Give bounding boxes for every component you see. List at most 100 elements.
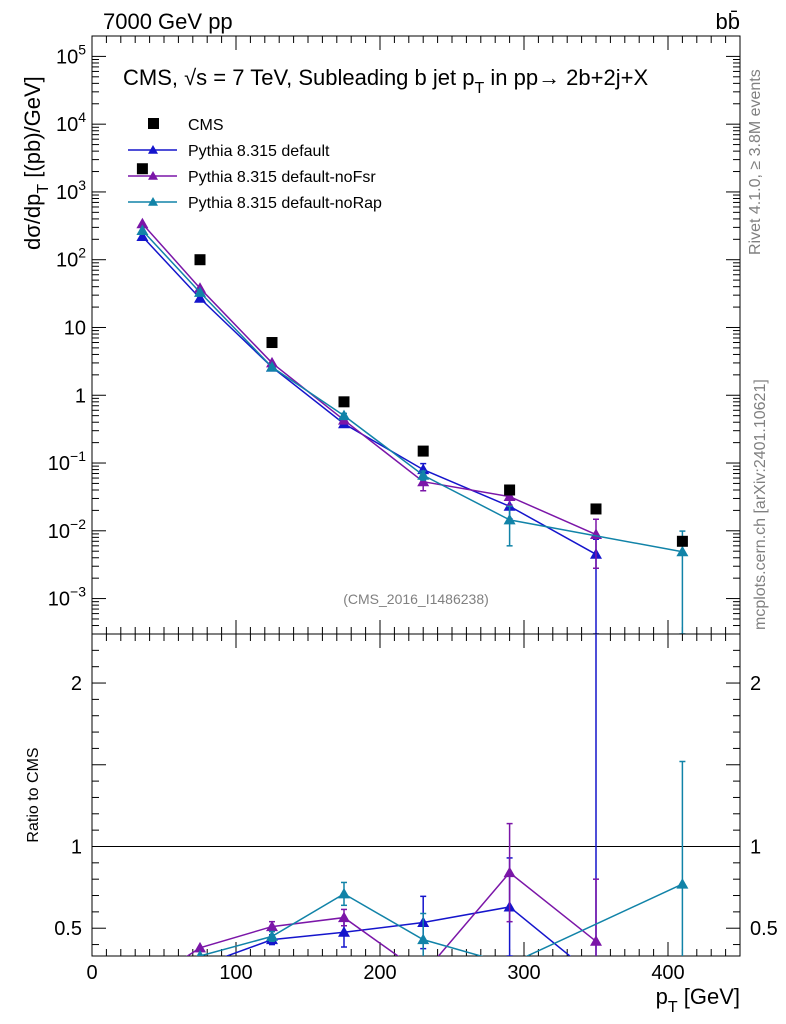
noFsr-line [141,223,597,536]
cms-data-point [338,396,350,408]
main-ylabel-text: dσ/dp [20,194,45,250]
legend-label: Pythia 8.315 default-noRap [188,195,382,212]
noFsr-point [136,217,149,229]
y-tick-base: 1 [75,385,86,407]
noFsr-ratio-point [194,941,206,953]
main-marks [136,163,689,634]
xlabel-tail: [GeV] [678,984,740,1009]
y-tick-label: 10−2 [48,516,86,543]
y-tick-label: 1 [75,385,86,407]
process-label: bb̄ [716,9,740,34]
y-tick-exponent: −2 [70,516,86,532]
noRap-point [503,513,516,525]
cms-data-point [194,254,206,266]
y-tick-exponent: −1 [70,448,86,464]
cms-data-point [136,163,148,175]
ratio-y-axis-label: Ratio to CMS [25,747,42,842]
noRap-point [136,224,149,235]
ratio-y-tick-label: 0.5 [750,918,778,940]
ratio-y-tick-label: 2 [750,673,761,695]
ratio-panel: 0.5 0.5 1 1 2 2 Ratio to CMS [25,633,778,999]
legend-label: Pythia 8.315 default [188,143,330,160]
y-tick-base: 10 [48,521,70,543]
legend-marker [148,197,158,206]
y-tick-base: 10 [56,250,78,272]
legend-label: Pythia 8.315 default-noFsr [188,169,376,186]
legend-marker [148,118,159,129]
default-ratio-point [194,960,206,971]
default-ratio-point [136,988,148,999]
y-tick-base: 10 [56,46,78,68]
legend-label: CMS [188,117,224,134]
cms-data-point [590,503,602,515]
noRap-ratio-point [676,878,689,889]
y-tick-label: 10−1 [48,448,86,475]
noRap-ratio-point [417,933,430,945]
y-tick-exponent: 5 [78,41,86,57]
legend: CMS Pythia 8.315 default Pythia 8.315 defa… [128,117,382,212]
y-tick-base: 10 [64,317,86,339]
main-y-axis-label: dσ/dpT [(pb)/GeV] [20,76,52,250]
analysis-id: (CMS_2016_I1486238) [343,591,489,607]
noFsr-ratio-point [266,920,278,932]
x-tick-label: 200 [363,962,396,984]
default-ratio-point [590,971,602,982]
mcplots-label: mcplots.cern.ch [arXiv:2401.10621] [752,379,769,630]
x-tick-label: 100 [219,962,252,984]
legend-marker [148,145,158,154]
noFsr-ratio-point [338,911,350,923]
noFsr-point [503,490,516,502]
y-tick-base: 10 [48,453,70,475]
y-tick-label: 10 [64,317,86,339]
cms-data-point [417,445,429,457]
ratio-y-tick-label: 1 [750,836,761,858]
cms-data-point [504,484,516,496]
ratio-marks [136,634,689,999]
noRap-ratio-point [266,930,278,941]
x-tick-labels: 0 100 200 300 400 [86,962,684,984]
ratio-x-ticks [91,634,741,956]
y-tick-label: 104 [56,109,86,136]
ratio-y-ticks: 0.5 0.5 1 1 2 2 [54,649,778,946]
noFsr-ratio-point [136,979,148,990]
rivet-label: Rivet 4.1.0, ≥ 3.8M events [747,69,764,255]
ratio-y-tick-label: 2 [71,673,82,695]
y-tick-label: 103 [56,177,86,204]
beam-label: 7000 GeV pp [103,9,233,34]
xlabel-subscript: T [668,999,678,1016]
main-ylabel-tail: [(pb)/GeV] [20,76,45,184]
x-axis-label: pT [GeV] [656,984,740,1016]
noFsr-point [590,528,602,540]
main-title-text: CMS, √s = 7 TeV, Subleading b jet p [123,65,474,90]
main-title-tail: in pp→ 2b+2j+X [484,65,648,90]
noRap-point [266,361,278,372]
noRap-point [676,545,689,557]
x-tick-label: 0 [86,962,97,984]
noFsr-point [417,475,430,487]
noRap-point [417,469,430,480]
main-ylabel-subscript: T [35,184,52,194]
main-x-ticks [91,36,741,634]
main-title-subscript: T [474,80,484,97]
default-line [141,235,597,555]
cms-data-point [676,535,688,547]
noRap-point [194,286,206,297]
noRap-point [338,409,350,421]
y-tick-base: 10 [48,589,70,611]
y-tick-exponent: 4 [78,109,86,125]
y-tick-label: 102 [56,245,86,272]
y-tick-label: 105 [56,41,86,68]
y-tick-exponent: 3 [78,177,86,193]
cms-data-point [266,337,278,349]
main-title: CMS, √s = 7 TeV, Subleading b jet pT in … [123,65,648,97]
y-tick-base: 10 [56,114,78,136]
noFsr-ratio-point [503,866,516,878]
y-tick-base: 10 [56,182,78,204]
y-tick-exponent: −3 [70,584,86,600]
noFsr-ratio-point [417,968,429,979]
noRap-ratio-point [338,887,350,899]
noFsr-ratio-point [590,935,602,946]
noRap-ratio-point [196,950,204,956]
